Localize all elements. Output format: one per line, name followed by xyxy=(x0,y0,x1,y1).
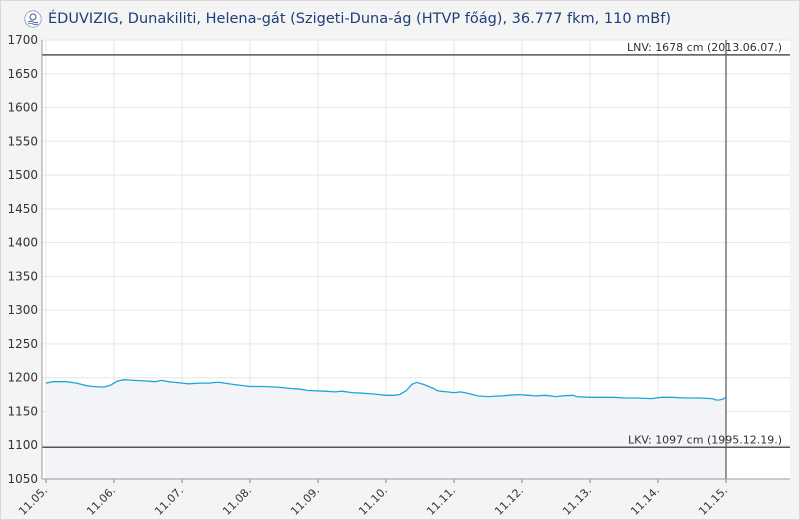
x-tick-label: 11.13. xyxy=(560,484,594,518)
axes xyxy=(41,40,790,483)
area-fill-layer xyxy=(46,379,726,479)
y-tick-label: 1350 xyxy=(7,269,38,283)
lkv-label: LKV: 1097 cm (1995.12.19.) xyxy=(628,433,782,446)
y-tick-label: 1700 xyxy=(7,33,38,47)
y-tick-label: 1550 xyxy=(7,134,38,148)
chart-title: ÉDUVIZIG, Dunakiliti, Helena-gát (Sziget… xyxy=(48,11,671,27)
x-tick-label: 11.08. xyxy=(220,484,254,518)
y-tick-label: 1050 xyxy=(7,472,38,486)
x-tick-label: 11.11. xyxy=(424,484,458,518)
series-line-layer xyxy=(45,379,727,401)
reference-lines: LNV: 1678 cm (2013.06.07.) LKV: 1097 cm (… xyxy=(42,40,790,479)
x-tick-labels: 11.05. 11.06. 11.07. 11.08. 11.09. 11.10. 11.1… xyxy=(16,484,730,518)
y-tick-label: 1400 xyxy=(7,236,38,250)
x-tick-label: 11.06. xyxy=(84,484,118,518)
x-tick-label: 11.14. xyxy=(628,484,662,518)
y-tick-label: 1600 xyxy=(7,101,38,115)
y-tick-label: 1200 xyxy=(7,371,38,385)
y-tick-label: 1300 xyxy=(7,303,38,317)
eduvizig-logo-icon xyxy=(24,10,42,28)
y-tick-labels: 1050 1100 1150 1200 1250 1300 1350 1400 1450 1500… xyxy=(7,33,38,486)
x-tick-label: 11.09. xyxy=(288,484,322,518)
x-tick-label: 11.15. xyxy=(696,484,730,518)
chart-header: ÉDUVIZIG, Dunakiliti, Helena-gát (Sziget… xyxy=(24,8,671,30)
y-tick-label: 1450 xyxy=(7,202,38,216)
lnv-label: LNV: 1678 cm (2013.06.07.) xyxy=(627,41,782,54)
x-tick-label: 11.05. xyxy=(16,484,50,518)
series-area xyxy=(46,379,726,479)
series-line xyxy=(45,379,727,401)
x-tick-label: 11.10. xyxy=(356,484,390,518)
x-tick-label: 11.12. xyxy=(492,484,526,518)
y-tick-label: 1650 xyxy=(7,67,38,81)
x-tick-label: 11.07. xyxy=(152,484,186,518)
y-tick-label: 1100 xyxy=(7,438,38,452)
y-tick-label: 1150 xyxy=(7,404,38,418)
y-tick-label: 1250 xyxy=(7,337,38,351)
y-tick-label: 1500 xyxy=(7,168,38,182)
